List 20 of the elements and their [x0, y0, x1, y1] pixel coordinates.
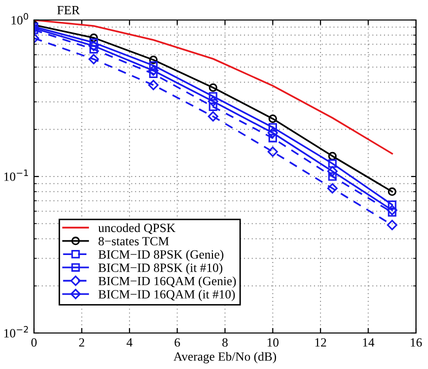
x-tick-label: 4 — [126, 338, 132, 347]
legend-label: 8−states TCM — [98, 236, 169, 246]
x-tick-label: 16 — [410, 338, 422, 347]
y-tick-label: 10$^{0}$ — [12, 13, 28, 24]
legend-label: BICM−ID 16QAM (it #10) — [98, 290, 235, 302]
x-tick-label: 6 — [174, 338, 180, 347]
y-tick-label: 10$^{−1}$ — [4, 170, 28, 181]
x-tick-label: 10 — [268, 338, 279, 347]
x-tick-label: 0 — [31, 338, 37, 347]
x-tick-label: 8 — [222, 338, 228, 347]
x-tick-label: 14 — [363, 338, 374, 347]
x-axis-title: Average Eb/No (dB) — [174, 352, 276, 364]
legend-label: BICM−ID 16QAM (Genie) — [98, 276, 236, 288]
legend-label: BICM−ID 8PSK (it #10) — [98, 263, 222, 275]
x-tick-label: 12 — [315, 338, 326, 347]
x-tick-label: 2 — [79, 338, 84, 347]
legend-label: BICM−ID 8PSK (Genie) — [98, 250, 224, 262]
legend-label: uncoded QPSK — [98, 223, 176, 234]
y-tick-label: 10$^{−2}$ — [4, 326, 28, 338]
y-axis-title: FER — [57, 6, 80, 14]
